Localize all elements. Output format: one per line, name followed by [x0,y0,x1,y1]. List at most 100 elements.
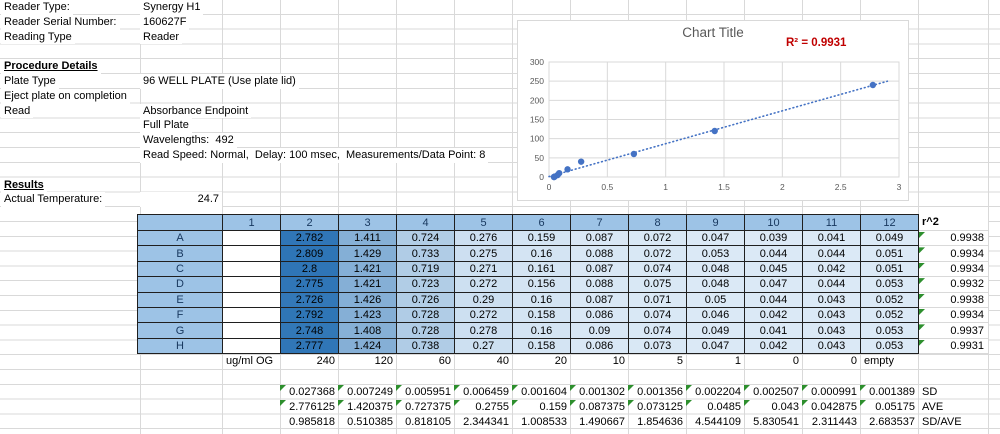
plate-col-header[interactable]: 6 [512,214,571,231]
stat-value-cell[interactable]: 0.05175 [860,399,918,414]
plate-cell[interactable]: 0.073 [628,337,687,355]
concentration-cell[interactable]: 5 [676,355,683,367]
plate-cell[interactable]: 0.16 [512,322,571,339]
stat-value-cell[interactable]: 0.002507 [744,384,802,399]
stat-value-cell[interactable]: 0.027368 [280,384,338,399]
stat-value-cell[interactable]: 0.073125 [628,399,686,414]
plate-cell[interactable]: 2.777 [280,337,339,355]
plate-cell[interactable]: 0.049 [686,322,745,339]
plate-cell[interactable]: 0.042 [744,337,803,355]
plate-cell[interactable]: 0.039 [744,229,803,247]
plate-col-header[interactable]: 1 [222,214,281,231]
stat-value-cell[interactable]: 0.042875 [802,399,860,414]
plate-cell[interactable]: 0.728 [396,322,455,339]
stat-value-cell[interactable]: 0.043 [744,399,802,414]
r2-value-cell[interactable]: 0.9934 [918,245,989,262]
concentration-cell[interactable]: 0 [850,355,857,367]
stat-value-cell[interactable]: 0.727375 [396,399,454,414]
plate-cell[interactable]: 0.088 [570,245,629,262]
plate-cell[interactable]: 0.087 [570,229,629,247]
concentration-cell[interactable]: 40 [496,355,509,367]
stat-value-cell[interactable]: 1.854636 [637,415,683,428]
stat-row-label[interactable]: SD [922,385,938,398]
info-label[interactable]: Eject plate on completion [1,88,130,104]
stat-value-cell[interactable]: 0.001389 [860,384,918,399]
concentration-cell[interactable]: 60 [438,355,451,367]
plate-cell[interactable]: 0.158 [512,306,571,324]
concentration-cell[interactable]: 20 [554,355,567,367]
plate-cell[interactable]: 0.053 [860,337,919,355]
concentration-cell[interactable]: 1 [734,355,741,367]
plate-cell[interactable]: 0.159 [512,229,571,247]
plate-cell[interactable]: 0.16 [512,291,571,308]
stat-value-cell[interactable]: 2.344341 [463,415,509,428]
plate-col-header[interactable] [137,214,223,231]
stat-value-cell[interactable]: 1.490667 [579,415,625,428]
r2-value-cell[interactable]: 0.9934 [918,261,989,278]
plate-cell[interactable]: 0.075 [628,276,687,293]
plate-cell[interactable]: 2.748 [280,322,339,339]
stat-value-cell[interactable]: 2.311443 [811,415,857,428]
plate-cell[interactable]: 0.053 [860,322,919,339]
plate-cell[interactable]: 0.042 [744,306,803,324]
stat-value-cell[interactable]: 0.087375 [570,399,628,414]
plate-cell[interactable]: 0.05 [686,291,745,308]
concentration-label[interactable]: ug/ml OG [226,355,274,367]
plate-cell[interactable]: 0.271 [454,260,513,278]
empty-cell[interactable] [137,384,222,399]
info-value[interactable]: Full Plate [140,118,192,134]
plate-col-header[interactable]: 12 [860,214,919,231]
plate-cell[interactable]: 0.074 [628,260,687,278]
plate-cell[interactable]: 0.052 [860,306,919,324]
plate-row-label[interactable]: H [137,337,223,355]
plate-cell[interactable]: 0.726 [396,291,455,308]
info-label[interactable]: Actual Temperature: [1,192,106,208]
plate-cell[interactable]: 2.792 [280,306,339,324]
stat-value-cell[interactable]: 0.985818 [289,415,335,428]
plate-cell[interactable]: 0.719 [396,260,455,278]
plate-cell[interactable]: 0.072 [628,245,687,262]
plate-cell[interactable]: 0.278 [454,322,513,339]
stat-row-label[interactable]: SD/AVE [922,415,962,428]
plate-cell[interactable]: 2.782 [280,229,339,247]
plate-cell[interactable]: 0.733 [396,245,455,262]
plate-cell[interactable]: 0.044 [802,276,861,293]
plate-cell[interactable]: 0.27 [454,337,513,355]
plate-cell[interactable]: 0.044 [744,291,803,308]
plate-cell[interactable]: 0.087 [570,291,629,308]
plate-cell[interactable]: 0.044 [744,245,803,262]
plate-cell[interactable]: 0.272 [454,306,513,324]
plate-cell[interactable]: 1.424 [338,337,397,355]
stat-value-cell[interactable]: 2.776125 [280,399,338,414]
plate-cell[interactable]: 0.728 [396,306,455,324]
stat-value-cell[interactable]: 1.420375 [338,399,396,414]
plate-cell[interactable]: 0.053 [860,276,919,293]
stat-value-cell[interactable]: 0.001302 [570,384,628,399]
plate-cell[interactable]: 0.044 [802,245,861,262]
empty-cell[interactable] [222,384,280,399]
plate-col-header[interactable]: 8 [628,214,687,231]
plate-cell[interactable]: 2.809 [280,245,339,262]
plate-cell[interactable]: 0.09 [570,322,629,339]
info-label[interactable]: Read [1,103,34,119]
concentration-cell[interactable]: 120 [374,355,393,367]
r2-col-header[interactable]: r^2 [918,214,989,231]
empty-cell[interactable] [137,354,222,369]
empty-cell[interactable] [222,399,280,414]
plate-col-header[interactable]: 7 [570,214,629,231]
plate-row-label[interactable]: A [137,229,223,247]
plate-cell[interactable]: 0.048 [686,276,745,293]
stat-value-cell[interactable]: 0.005951 [396,384,454,399]
stat-value-cell[interactable]: 0.818105 [405,415,451,428]
concentration-cell[interactable]: 240 [316,355,335,367]
plate-cell[interactable]: 0.276 [454,229,513,247]
plate-cell[interactable]: 0.048 [686,260,745,278]
stat-value-cell[interactable]: 0.2755 [454,399,512,414]
plate-col-header[interactable]: 2 [280,214,339,231]
stat-value-cell[interactable]: 2.683537 [869,415,915,428]
plate-cell[interactable]: 1.426 [338,291,397,308]
plate-cell[interactable]: 0.29 [454,291,513,308]
r2-value-cell[interactable]: 0.9937 [918,322,989,339]
plate-cell[interactable]: 0.051 [860,245,919,262]
info-value[interactable]: Absorbance Endpoint [140,103,252,119]
